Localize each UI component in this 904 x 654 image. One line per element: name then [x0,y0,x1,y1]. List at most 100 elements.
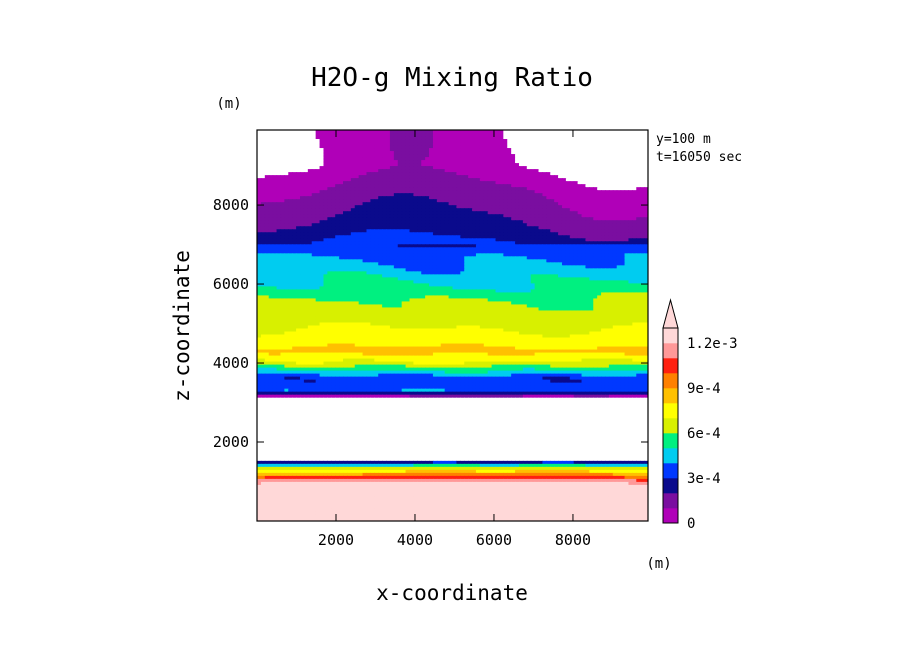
contour-cell [530,265,536,269]
contour-cell [257,166,262,170]
contour-cell [343,271,348,275]
contour-cell [558,133,563,137]
contour-cell [429,223,434,227]
contour-cell [397,238,403,242]
contour-cell [429,163,434,167]
contour-cell [358,271,364,275]
contour-cell [589,169,594,173]
contour-cell [429,214,434,218]
contour-cell [409,190,414,194]
contour-cell [472,172,477,176]
contour-cell [444,172,450,176]
contour-cell [495,169,501,173]
contour-cell [276,148,282,152]
contour-cell [300,253,305,257]
contour-cell [300,154,305,158]
contour-cell [624,226,630,230]
contour-cell [495,160,501,164]
contour-cell [323,139,328,143]
contour-cell [276,133,282,137]
contour-cell [534,250,540,254]
contour-cell [538,196,544,200]
contour-cell [436,154,442,158]
contour-cell [366,277,371,281]
contour-cell [628,247,633,251]
contour-cell [538,193,544,197]
contour-cell [292,277,297,281]
contour-cell [280,265,285,269]
contour-cell [534,259,540,263]
contour-cell [296,154,301,158]
contour-cell [307,268,313,272]
contour-cell [444,223,450,227]
contour-cell [636,271,641,275]
contour-cell [522,214,528,218]
contour-cell [487,142,493,146]
contour-cell [495,136,501,140]
contour-cell [518,142,524,146]
contour-cell [608,154,614,158]
contour-cell [280,268,285,272]
contour-cell [292,145,297,149]
contour-cell [464,175,469,179]
contour-cell [608,250,614,254]
contour-cell [561,133,567,137]
contour-cell [300,214,305,218]
contour-cell [546,253,551,257]
contour-cell [569,184,575,188]
contour-cell [343,130,348,134]
contour-cell [346,181,352,185]
contour-cell [358,226,364,230]
contour-cell [526,268,532,272]
contour-cell [640,154,645,158]
contour-cell [346,142,352,146]
contour-cell [636,190,641,194]
contour-cell [405,178,411,182]
contour-cell [452,217,458,221]
contour-cell [409,235,414,239]
contour-cell [589,142,594,146]
contour-cell [315,208,321,212]
contour-cell [432,217,438,221]
contour-cell [503,256,508,260]
contour-cell [491,223,497,227]
contour-cell [491,235,497,239]
contour-cell [409,247,414,251]
contour-cell [264,157,270,161]
contour-cell [413,160,418,164]
contour-cell [276,151,282,155]
contour-cell [550,142,555,146]
contour-cell [264,214,270,218]
contour-cell [327,202,332,206]
contour-cell [413,217,418,221]
contour-cell [569,235,575,239]
contour-cell [581,181,587,185]
contour-cell [343,187,348,191]
contour-cell [597,241,602,245]
contour-cell [307,265,313,269]
contour-cell [425,256,430,260]
contour-cell [358,262,364,266]
contour-cell [507,259,512,263]
contour-cell [296,196,301,200]
contour-cell [538,160,544,164]
contour-cell [515,229,520,233]
contour-cell [593,190,598,194]
contour-cell [440,238,446,242]
contour-cell [370,139,375,143]
contour-cell [565,151,571,155]
contour-cell [370,187,375,191]
contour-cell [284,238,289,242]
contour-cell [483,145,489,149]
contour-cell [616,223,622,227]
contour-cell [374,262,379,266]
contour-cell [389,160,395,164]
contour-cell [522,244,528,248]
contour-cell [374,175,379,179]
contour-cell [335,184,340,188]
contour-cell [272,142,278,146]
contour-cell [264,184,270,188]
contour-cell [561,241,567,245]
contour-cell [276,160,282,164]
contour-cell [640,271,645,275]
